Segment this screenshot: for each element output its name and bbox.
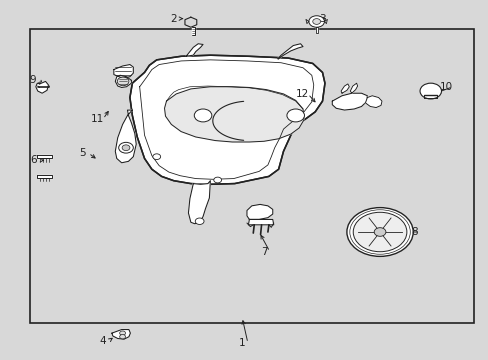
Circle shape — [373, 228, 385, 236]
Polygon shape — [36, 81, 48, 93]
Text: 6: 6 — [30, 155, 37, 165]
Polygon shape — [192, 27, 194, 35]
Polygon shape — [37, 175, 52, 178]
Text: 7: 7 — [260, 247, 267, 257]
Circle shape — [419, 83, 441, 99]
Text: 9: 9 — [29, 75, 36, 85]
Text: 1: 1 — [238, 338, 245, 348]
Polygon shape — [185, 44, 203, 56]
Polygon shape — [115, 110, 136, 163]
Polygon shape — [248, 220, 273, 225]
Polygon shape — [164, 87, 304, 142]
Bar — [30, 30, 473, 323]
Circle shape — [352, 212, 406, 252]
Text: 11: 11 — [90, 114, 103, 124]
Circle shape — [312, 19, 320, 24]
Text: 10: 10 — [439, 82, 452, 92]
Circle shape — [119, 142, 133, 153]
Circle shape — [194, 109, 211, 122]
Polygon shape — [246, 204, 272, 220]
Polygon shape — [114, 64, 133, 78]
Circle shape — [120, 331, 125, 335]
Circle shape — [308, 16, 324, 27]
Circle shape — [346, 208, 412, 256]
Polygon shape — [112, 329, 130, 339]
Circle shape — [213, 177, 221, 183]
Circle shape — [122, 145, 130, 150]
Polygon shape — [315, 27, 317, 33]
Polygon shape — [188, 181, 210, 224]
Text: 5: 5 — [79, 148, 86, 158]
Polygon shape — [277, 44, 303, 59]
Text: 3: 3 — [319, 14, 325, 24]
Polygon shape — [349, 83, 357, 93]
Text: 2: 2 — [170, 14, 177, 24]
Polygon shape — [365, 96, 381, 108]
Polygon shape — [340, 84, 348, 93]
Text: 4: 4 — [100, 336, 106, 346]
Circle shape — [195, 218, 203, 225]
Text: 12: 12 — [295, 89, 308, 99]
Circle shape — [117, 77, 129, 86]
Polygon shape — [130, 55, 325, 184]
Circle shape — [286, 109, 304, 122]
Polygon shape — [331, 93, 366, 110]
Circle shape — [153, 154, 160, 159]
Polygon shape — [115, 75, 131, 87]
Polygon shape — [37, 155, 52, 158]
Text: 8: 8 — [410, 227, 417, 237]
Circle shape — [120, 334, 125, 339]
